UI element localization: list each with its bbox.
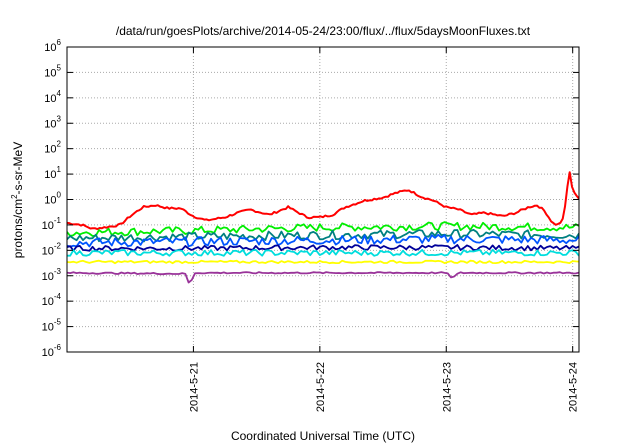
y-tick-label-exp: -4 — [54, 292, 62, 301]
y-tick-label-exp: -2 — [54, 241, 62, 250]
x-tick-label: 2014-5-22 — [315, 362, 327, 412]
y-tick-label-base: 10 — [44, 169, 56, 181]
y-tick-label-exp: -1 — [54, 216, 62, 225]
chart-title: /data/run/goesPlots/archive/2014-05-24/2… — [116, 24, 531, 38]
y-tick-label-base: 10 — [44, 42, 56, 54]
y-tick-label-exp: 4 — [57, 89, 62, 98]
y-tick-label: 10-5 — [42, 318, 62, 334]
y-tick-label: 100 — [44, 191, 61, 207]
y-tick-label-base: 10 — [44, 195, 56, 207]
y-tick-label: 10-2 — [42, 241, 62, 257]
x-axis-label: Coordinated Universal Time (UTC) — [231, 429, 415, 443]
y-tick-label-exp: -3 — [54, 267, 62, 276]
series-line — [67, 271, 579, 284]
y-tick-label-exp: 6 — [57, 38, 62, 47]
y-tick-label: 101 — [44, 165, 61, 181]
series-line — [67, 221, 579, 237]
x-tick-label: 2014-5-21 — [188, 362, 200, 412]
y-tick-label-base: 10 — [42, 296, 54, 308]
y-tick-label: 10-1 — [42, 216, 62, 232]
y-tick-label-base: 10 — [44, 144, 56, 156]
series-line — [67, 244, 579, 252]
y-tick-label: 103 — [44, 114, 61, 130]
series-line — [67, 171, 579, 231]
y-tick-label-exp: 5 — [57, 63, 62, 72]
series-line — [67, 233, 579, 248]
y-tick-label-base: 10 — [44, 118, 56, 130]
series-line — [67, 228, 579, 243]
y-tick-label-base: 10 — [42, 322, 54, 334]
x-tick-label: 2014-5-23 — [441, 362, 453, 412]
series-line — [67, 259, 579, 265]
y-tick-label-base: 10 — [44, 67, 56, 79]
y-axis-label-rest: -s-sr-MeV — [11, 142, 25, 195]
axes: 10-610-510-410-310-210-11001011021031041… — [42, 38, 580, 412]
x-tick-label: 2014-5-24 — [568, 362, 580, 412]
y-tick-label: 106 — [44, 38, 61, 54]
y-axis-label-base: protons/cm — [11, 199, 25, 258]
y-tick-label-base: 10 — [42, 220, 54, 232]
series-layer — [67, 171, 579, 284]
y-tick-label: 102 — [44, 140, 61, 156]
y-tick-label-exp: -6 — [54, 343, 62, 352]
y-axis-label-sup: 2 — [10, 194, 19, 199]
y-axis-label: protons/cm2-s-sr-MeV — [10, 142, 25, 258]
y-tick-label: 10-6 — [42, 343, 62, 359]
y-tick-label-exp: 3 — [57, 114, 62, 123]
y-tick-label-exp: 2 — [57, 140, 62, 149]
y-tick-label-base: 10 — [42, 347, 54, 359]
y-tick-label-exp: -5 — [54, 318, 62, 327]
y-tick-label: 105 — [44, 63, 61, 79]
y-tick-label-base: 10 — [42, 245, 54, 257]
y-tick-label-exp: 0 — [57, 191, 62, 200]
y-tick-label-base: 10 — [44, 93, 56, 105]
series-line — [67, 248, 579, 257]
y-tick-label-exp: 1 — [57, 165, 62, 174]
y-tick-label-base: 10 — [42, 271, 54, 283]
y-tick-label: 104 — [44, 89, 61, 105]
y-tick-label: 10-4 — [42, 292, 62, 308]
y-tick-label: 10-3 — [42, 267, 62, 283]
